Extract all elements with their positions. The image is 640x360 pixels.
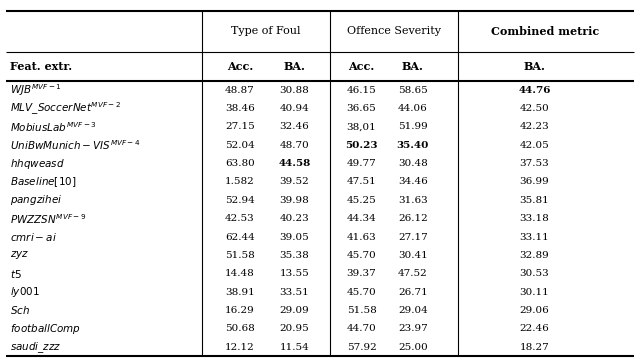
Text: 44.58: 44.58 bbox=[278, 159, 310, 168]
Text: $\mathit{zyz}$: $\mathit{zyz}$ bbox=[10, 249, 29, 261]
Text: 33.11: 33.11 bbox=[520, 233, 549, 242]
Text: 12.12: 12.12 bbox=[225, 343, 255, 352]
Text: 51.58: 51.58 bbox=[225, 251, 255, 260]
Text: 29.09: 29.09 bbox=[280, 306, 309, 315]
Text: 22.46: 22.46 bbox=[520, 324, 549, 333]
Text: 48.70: 48.70 bbox=[280, 141, 309, 150]
Text: Offence Severity: Offence Severity bbox=[347, 27, 440, 36]
Text: 46.15: 46.15 bbox=[347, 86, 376, 95]
Text: 25.00: 25.00 bbox=[398, 343, 428, 352]
Text: 31.63: 31.63 bbox=[398, 196, 428, 205]
Text: 27.15: 27.15 bbox=[225, 122, 255, 131]
Text: 30.48: 30.48 bbox=[398, 159, 428, 168]
Text: 18.27: 18.27 bbox=[520, 343, 549, 352]
Text: 39.98: 39.98 bbox=[280, 196, 309, 205]
Text: 48.87: 48.87 bbox=[225, 86, 255, 95]
Text: 11.54: 11.54 bbox=[280, 343, 309, 352]
Text: $\mathit{Baseline [10]}$: $\mathit{Baseline [10]}$ bbox=[10, 175, 76, 189]
Text: 57.92: 57.92 bbox=[347, 343, 376, 352]
Text: 16.29: 16.29 bbox=[225, 306, 255, 315]
Text: $saudi\_zzz$: $saudi\_zzz$ bbox=[10, 340, 61, 355]
Text: 13.55: 13.55 bbox=[280, 269, 309, 278]
Text: 34.46: 34.46 bbox=[398, 177, 428, 186]
Text: 38.46: 38.46 bbox=[225, 104, 255, 113]
Text: $\mathit{t5}$: $\mathit{t5}$ bbox=[10, 268, 21, 280]
Text: 50.23: 50.23 bbox=[346, 141, 378, 150]
Text: 20.95: 20.95 bbox=[280, 324, 309, 333]
Text: 52.94: 52.94 bbox=[225, 196, 255, 205]
Text: $\mathit{footballComp}$: $\mathit{footballComp}$ bbox=[10, 322, 81, 336]
Text: 33.51: 33.51 bbox=[280, 288, 309, 297]
Text: 45.25: 45.25 bbox=[347, 196, 376, 205]
Text: 47.52: 47.52 bbox=[398, 269, 428, 278]
Text: $\mathit{hhqweasd}$: $\mathit{hhqweasd}$ bbox=[10, 157, 65, 171]
Text: 33.18: 33.18 bbox=[520, 214, 549, 223]
Text: 29.06: 29.06 bbox=[520, 306, 549, 315]
Text: 47.51: 47.51 bbox=[347, 177, 376, 186]
Text: $\mathit{pangzihei}$: $\mathit{pangzihei}$ bbox=[10, 193, 62, 207]
Text: 40.94: 40.94 bbox=[280, 104, 309, 113]
Text: BA.: BA. bbox=[524, 61, 545, 72]
Text: 39.52: 39.52 bbox=[280, 177, 309, 186]
Text: 44.34: 44.34 bbox=[347, 214, 376, 223]
Text: 35.81: 35.81 bbox=[520, 196, 549, 205]
Text: 36.65: 36.65 bbox=[347, 104, 376, 113]
Text: 44.76: 44.76 bbox=[518, 86, 550, 95]
Text: 35.38: 35.38 bbox=[280, 251, 309, 260]
Text: 63.80: 63.80 bbox=[225, 159, 255, 168]
Text: 29.04: 29.04 bbox=[398, 306, 428, 315]
Text: 26.71: 26.71 bbox=[398, 288, 428, 297]
Text: 36.99: 36.99 bbox=[520, 177, 549, 186]
Text: 32.89: 32.89 bbox=[520, 251, 549, 260]
Text: 50.68: 50.68 bbox=[225, 324, 255, 333]
Text: BA.: BA. bbox=[402, 61, 424, 72]
Text: 58.65: 58.65 bbox=[398, 86, 428, 95]
Text: 14.48: 14.48 bbox=[225, 269, 255, 278]
Text: 52.04: 52.04 bbox=[225, 141, 255, 150]
Text: 26.12: 26.12 bbox=[398, 214, 428, 223]
Text: 49.77: 49.77 bbox=[347, 159, 376, 168]
Text: $\mathit{ly001}$: $\mathit{ly001}$ bbox=[10, 285, 40, 299]
Text: 51.58: 51.58 bbox=[347, 306, 376, 315]
Text: $\mathit{cmri-ai}$: $\mathit{cmri-ai}$ bbox=[10, 231, 56, 243]
Text: $MLV\_SoccerNet^{MVF-2}$: $MLV\_SoccerNet^{MVF-2}$ bbox=[10, 100, 121, 117]
Text: 44.70: 44.70 bbox=[347, 324, 376, 333]
Text: 30.88: 30.88 bbox=[280, 86, 309, 95]
Text: 62.44: 62.44 bbox=[225, 233, 255, 242]
Text: $PWZZSN^{MVF-9}$: $PWZZSN^{MVF-9}$ bbox=[10, 212, 86, 226]
Text: 35.40: 35.40 bbox=[397, 141, 429, 150]
Text: 30.11: 30.11 bbox=[520, 288, 549, 297]
Text: 1.582: 1.582 bbox=[225, 177, 255, 186]
Text: 40.23: 40.23 bbox=[280, 214, 309, 223]
Text: 38,01: 38,01 bbox=[347, 122, 376, 131]
Text: 51.99: 51.99 bbox=[398, 122, 428, 131]
Text: 30.53: 30.53 bbox=[520, 269, 549, 278]
Text: $WJB^{MVF-1}$: $WJB^{MVF-1}$ bbox=[10, 82, 61, 98]
Text: $\mathit{Sch}$: $\mathit{Sch}$ bbox=[10, 305, 30, 316]
Text: 27.17: 27.17 bbox=[398, 233, 428, 242]
Text: Type of Foul: Type of Foul bbox=[231, 27, 300, 36]
Text: 41.63: 41.63 bbox=[347, 233, 376, 242]
Text: Acc.: Acc. bbox=[348, 61, 375, 72]
Text: 45.70: 45.70 bbox=[347, 288, 376, 297]
Text: Acc.: Acc. bbox=[227, 61, 253, 72]
Text: 30.41: 30.41 bbox=[398, 251, 428, 260]
Text: 45.70: 45.70 bbox=[347, 251, 376, 260]
Text: 42.53: 42.53 bbox=[225, 214, 255, 223]
Text: Feat. extr.: Feat. extr. bbox=[10, 61, 72, 72]
Text: 37.53: 37.53 bbox=[520, 159, 549, 168]
Text: 39.37: 39.37 bbox=[347, 269, 376, 278]
Text: 42.50: 42.50 bbox=[520, 104, 549, 113]
Text: Combined metric: Combined metric bbox=[492, 26, 600, 37]
Text: 32.46: 32.46 bbox=[280, 122, 309, 131]
Text: 42.05: 42.05 bbox=[520, 141, 549, 150]
Text: BA.: BA. bbox=[284, 61, 305, 72]
Text: 44.06: 44.06 bbox=[398, 104, 428, 113]
Text: 39.05: 39.05 bbox=[280, 233, 309, 242]
Text: $UniBwMunich-VIS^{MVF-4}$: $UniBwMunich-VIS^{MVF-4}$ bbox=[10, 138, 140, 152]
Text: 42.23: 42.23 bbox=[520, 122, 549, 131]
Text: 23.97: 23.97 bbox=[398, 324, 428, 333]
Text: 38.91: 38.91 bbox=[225, 288, 255, 297]
Text: $MobiusLab^{MVF-3}$: $MobiusLab^{MVF-3}$ bbox=[10, 120, 96, 134]
